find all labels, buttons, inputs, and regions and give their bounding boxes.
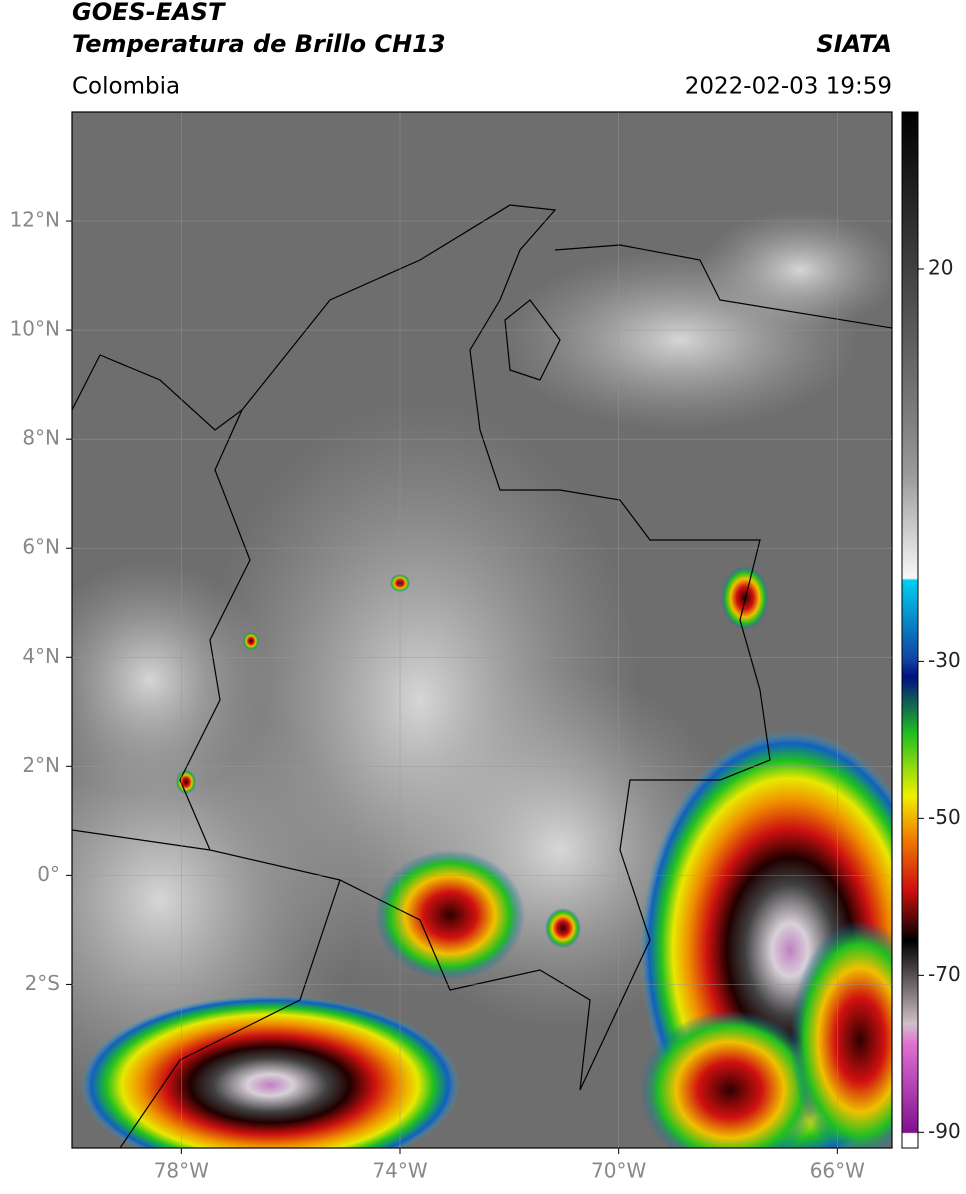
region: Colombia — [72, 74, 180, 100]
cloud — [700, 210, 892, 330]
lon-tick-label: 66°W — [810, 1159, 865, 1183]
country-border — [179, 204, 771, 1091]
storm — [80, 995, 460, 1148]
storm — [640, 1010, 820, 1148]
coastline — [554, 244, 892, 329]
storm — [375, 850, 525, 980]
colorbar-tick-label: -90 — [928, 1119, 961, 1143]
lon-tick-label: 74°W — [372, 1159, 427, 1183]
lat-tick-label: 0° — [37, 862, 60, 886]
lat-tick-label: 10°N — [10, 317, 60, 341]
lat-tick-label: 2°N — [22, 753, 60, 777]
colorbar-tick-label: 20 — [928, 255, 953, 279]
borders — [72, 204, 892, 1148]
lat-tick-label: 4°N — [22, 644, 60, 668]
lat-tick-label: 2°S — [25, 971, 60, 995]
lon-tick-label: 70°W — [591, 1159, 646, 1183]
colorbar-tick-label: -50 — [928, 805, 961, 829]
coastline — [72, 354, 243, 431]
cloud — [72, 560, 270, 800]
product: Temperatura de Brillo CH13 — [72, 30, 446, 58]
imagery — [72, 112, 892, 1148]
lake — [504, 299, 561, 381]
lat-tick-label: 6°N — [22, 535, 60, 559]
storm — [790, 920, 892, 1148]
colorbar-tick-label: -30 — [928, 648, 961, 672]
colorbar-tick-label: -70 — [928, 962, 961, 986]
lat-tick-label: 8°N — [22, 426, 60, 450]
storm — [176, 770, 196, 794]
lon-tick-label: 78°W — [154, 1159, 209, 1183]
satellite: GOES-EAST — [72, 0, 226, 26]
source: SIATA — [816, 30, 892, 58]
map-frame — [71, 111, 893, 1149]
storm — [243, 632, 259, 650]
storm — [545, 908, 581, 948]
lat-tick-label: 12°N — [10, 208, 60, 232]
border — [72, 829, 341, 1148]
colorbar — [901, 111, 919, 1149]
datetime: 2022-02-03 19:59 — [685, 74, 892, 100]
